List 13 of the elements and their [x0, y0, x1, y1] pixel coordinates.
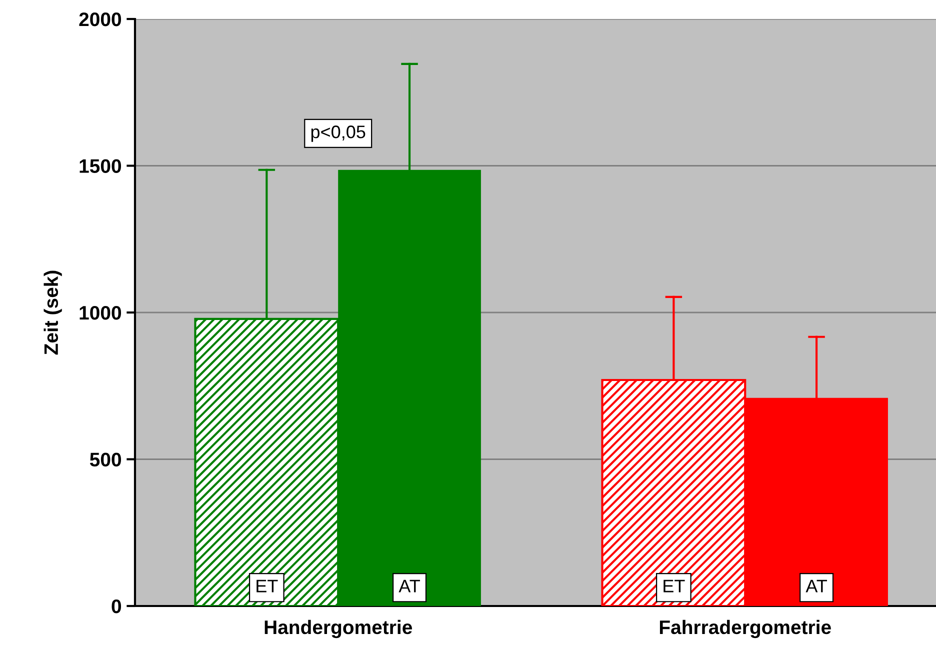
annotation: p<0,05 — [311, 126, 366, 142]
text: AT — [806, 580, 827, 592]
x-tick-label: Handergometrie — [264, 620, 412, 638]
series-label: ET — [256, 580, 278, 592]
y-tick-label: 2000 — [79, 12, 122, 26]
y-tick-label: 0 — [112, 599, 122, 614]
x-tick-label: Fahrradergometrie — [660, 620, 831, 638]
series-label: AT — [398, 580, 420, 592]
text: ET — [664, 580, 685, 592]
y-tick-label: 1000 — [80, 306, 122, 320]
y-tick-label: 500 — [90, 452, 122, 466]
y-tick-label: 1500 — [80, 159, 122, 173]
y-axis-title: Zeit (sek) — [44, 270, 62, 355]
